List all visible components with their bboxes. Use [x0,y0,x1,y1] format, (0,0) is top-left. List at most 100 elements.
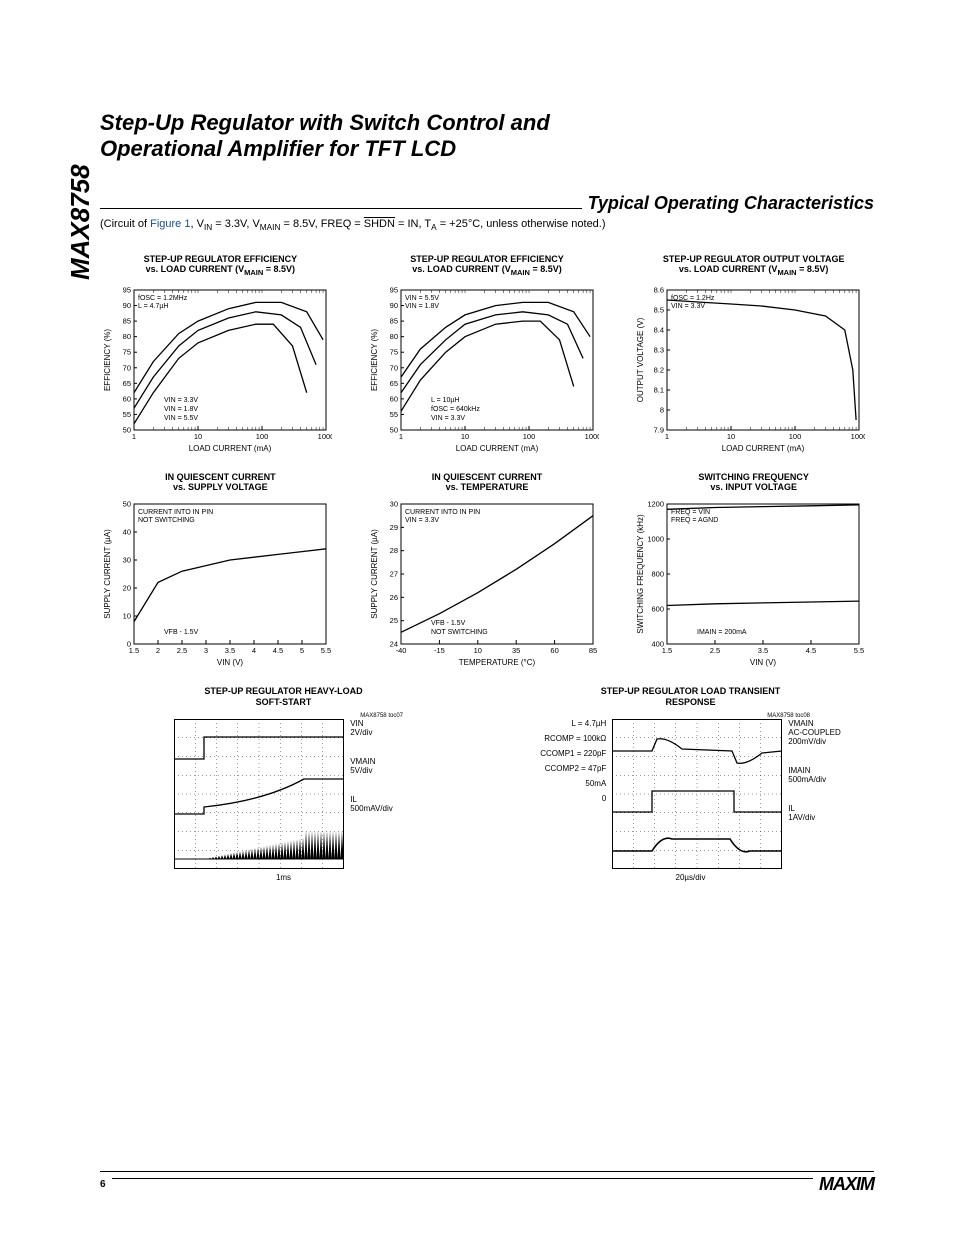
svg-text:8.1: 8.1 [654,385,664,394]
svg-text:fOSC = 640kHz: fOSC = 640kHz [431,406,480,413]
svg-text:35: 35 [512,646,520,655]
chart-title: STEP-UP REGULATOR EFFICIENCYvs. LOAD CUR… [410,254,564,278]
chart-title: SWITCHING FREQUENCYvs. INPUT VOLTAGE [698,472,809,493]
svg-text:VFB - 1.5V: VFB - 1.5V [164,629,199,636]
svg-text:4.5: 4.5 [806,646,816,655]
svg-text:VIN = 3.3V: VIN = 3.3V [431,415,465,422]
svg-text:30: 30 [123,556,131,565]
svg-text:50: 50 [123,425,131,434]
svg-text:VIN = 3.3V: VIN = 3.3V [164,397,198,404]
svg-text:80: 80 [389,332,397,341]
svg-text:85: 85 [123,316,131,325]
svg-text:50: 50 [389,425,397,434]
svg-text:85: 85 [389,316,397,325]
svg-text:70: 70 [123,363,131,372]
svg-text:20: 20 [123,584,131,593]
scope-transient: STEP-UP REGULATOR LOAD TRANSIENTRESPONSE… [507,686,874,882]
scope-screen [612,719,782,869]
svg-text:fOSC = 1.2Hz: fOSC = 1.2Hz [671,295,715,302]
scope-timebase: 1ms [276,873,291,882]
svg-text:SWITCHING FREQUENCY (kHz): SWITCHING FREQUENCY (kHz) [636,514,645,634]
page-number: 6 [100,1179,106,1190]
svg-text:VIN = 5.5V: VIN = 5.5V [405,295,439,302]
scope-title: STEP-UP REGULATOR LOAD TRANSIENTRESPONSE [601,686,781,707]
svg-text:1: 1 [665,432,669,441]
svg-text:VIN = 3.3V: VIN = 3.3V [405,517,439,524]
svg-text:27: 27 [389,570,397,579]
svg-text:VIN = 5.5V: VIN = 5.5V [164,415,198,422]
svg-text:L = 4.7µH: L = 4.7µH [138,303,168,310]
scope-screen [174,719,344,869]
svg-text:60: 60 [550,646,558,655]
svg-text:10: 10 [460,432,468,441]
svg-text:SUPPLY CURRENT (µA): SUPPLY CURRENT (µA) [370,529,379,619]
svg-text:1200: 1200 [648,500,665,509]
svg-text:1: 1 [399,432,403,441]
chart-title: IN QUIESCENT CURRENTvs. TEMPERATURE [432,472,543,493]
svg-text:VIN (V): VIN (V) [750,658,777,667]
svg-text:VFB - 1.5V: VFB - 1.5V [431,620,466,627]
part-number-vertical: MAX8758 [65,164,96,280]
svg-text:LOAD CURRENT (mA): LOAD CURRENT (mA) [189,444,272,453]
svg-text:1.5: 1.5 [129,646,139,655]
svg-text:95: 95 [123,285,131,294]
scope-right-labels: VMAINAC-COUPLED200mV/divIMAIN500mA/divIL… [788,719,840,836]
svg-text:VIN (V): VIN (V) [217,658,244,667]
svg-text:5: 5 [300,646,304,655]
svg-text:-40: -40 [395,646,406,655]
svg-text:3: 3 [204,646,208,655]
svg-text:90: 90 [389,301,397,310]
svg-text:10: 10 [727,432,735,441]
svg-text:1000: 1000 [851,432,865,441]
svg-text:85: 85 [588,646,596,655]
svg-text:8.3: 8.3 [654,345,664,354]
svg-text:4.5: 4.5 [273,646,283,655]
figure-link[interactable]: Figure 1 [150,218,190,230]
svg-text:28: 28 [389,547,397,556]
svg-text:4: 4 [252,646,256,655]
svg-text:90: 90 [123,301,131,310]
chart-vout: STEP-UP REGULATOR OUTPUT VOLTAGEvs. LOAD… [633,254,874,454]
svg-text:VIN = 3.3V: VIN = 3.3V [671,303,705,310]
svg-text:NOT SWITCHING: NOT SWITCHING [431,629,488,636]
svg-text:TEMPERATURE (°C): TEMPERATURE (°C) [458,658,535,667]
chart-iq_vs_temp: IN QUIESCENT CURRENTvs. TEMPERATURE 2425… [367,472,608,669]
svg-text:VIN = 1.8V: VIN = 1.8V [164,406,198,413]
header-rule [100,208,582,209]
charts-grid: STEP-UP REGULATOR EFFICIENCYvs. LOAD CUR… [100,254,874,668]
chart-title: STEP-UP REGULATOR OUTPUT VOLTAGEvs. LOAD… [663,254,845,278]
svg-text:2.5: 2.5 [177,646,187,655]
svg-text:60: 60 [389,394,397,403]
svg-text:10: 10 [194,432,202,441]
scope-timebase: 20µs/div [676,873,706,882]
chart-title: IN QUIESCENT CURRENTvs. SUPPLY VOLTAGE [165,472,276,493]
circuit-conditions: (Circuit of Figure 1, VIN = 3.3V, VMAIN … [100,218,874,232]
svg-text:NOT SWITCHING: NOT SWITCHING [138,517,195,524]
svg-text:600: 600 [652,605,665,614]
svg-text:75: 75 [389,347,397,356]
svg-text:75: 75 [123,347,131,356]
svg-text:30: 30 [389,500,397,509]
svg-text:10: 10 [123,612,131,621]
scope-right-labels: VIN2V/divVMAIN5V/divIL500mAV/div [350,719,393,827]
svg-text:5.5: 5.5 [321,646,331,655]
svg-text:SUPPLY CURRENT (µA): SUPPLY CURRENT (µA) [103,529,112,619]
svg-text:29: 29 [389,523,397,532]
svg-text:26: 26 [389,593,397,602]
chart-eff1: STEP-UP REGULATOR EFFICIENCYvs. LOAD CUR… [100,254,341,454]
svg-text:95: 95 [389,285,397,294]
svg-text:7.9: 7.9 [654,425,664,434]
svg-text:80: 80 [123,332,131,341]
svg-text:CURRENT INTO IN PIN: CURRENT INTO IN PIN [138,509,213,516]
chart-title: STEP-UP REGULATOR EFFICIENCYvs. LOAD CUR… [144,254,298,278]
section-title: Typical Operating Characteristics [588,193,874,214]
svg-text:8.2: 8.2 [654,365,664,374]
svg-text:65: 65 [389,379,397,388]
page-title: Step-Up Regulator with Switch Control an… [100,110,874,163]
svg-text:2: 2 [156,646,160,655]
svg-text:3.5: 3.5 [225,646,235,655]
svg-text:8.5: 8.5 [654,305,664,314]
svg-text:IMAIN = 200mA: IMAIN = 200mA [697,629,747,636]
svg-text:100: 100 [789,432,802,441]
svg-text:L = 10µH: L = 10µH [431,397,460,404]
